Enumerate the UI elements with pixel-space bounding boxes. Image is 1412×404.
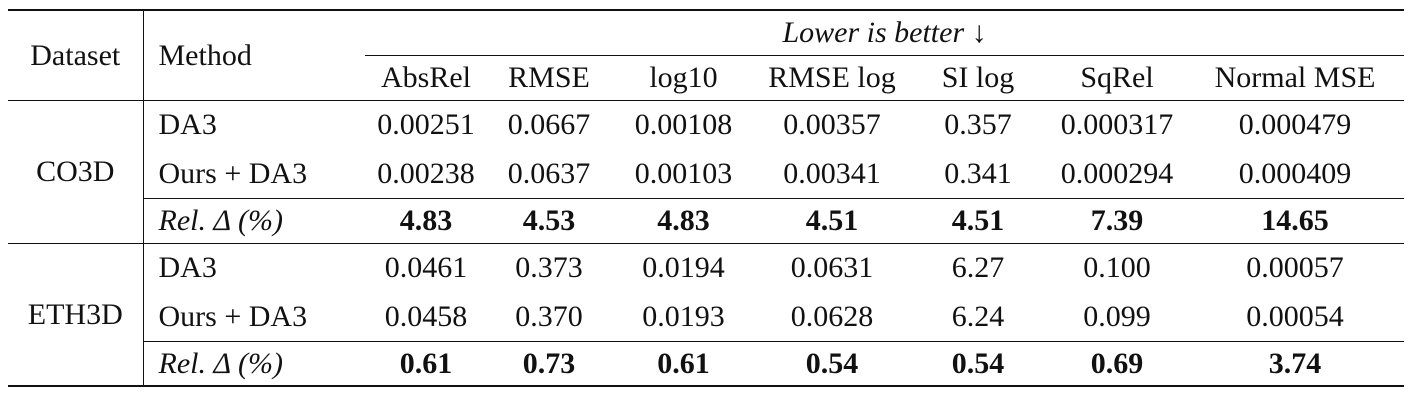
value-cell: 3.74 (1186, 340, 1405, 386)
delta-label-cell: Rel. Δ (%) (143, 197, 365, 244)
value-cell: 0.00341 (783, 156, 881, 190)
value-cell: 0.69 (1048, 340, 1186, 386)
row-co3d-ours-da3: Ours + DA3 0.00238 0.0637 0.00103 0.0034… (8, 149, 1404, 198)
value-cell: 0.000479 (1238, 108, 1352, 141)
row-eth3d-da3: ETH3D DA3 0.0461 0.373 0.0194 0.0631 6.2… (8, 243, 1404, 386)
header-metric-rmse: RMSE (487, 55, 611, 101)
value-cell: 0.000317 (1060, 108, 1174, 141)
value-cell: 0.00251 (377, 108, 475, 141)
value-cell: 0.00054 (1246, 299, 1344, 333)
header-lower-is-better: Lower is better ↓ (365, 10, 1405, 56)
value-cell: 0.00103 (634, 156, 733, 190)
header-method: Method (143, 10, 365, 101)
value-cell: 0.0628 (790, 299, 874, 333)
value-cell: 0.54 (756, 340, 908, 386)
value-cell: 4.53 (487, 197, 611, 244)
value-cell: 6.24 (951, 299, 1005, 333)
dataset-cell-eth3d: ETH3D (8, 243, 144, 386)
value-cell: 0.0631 (790, 251, 874, 284)
value-cell: 0.61 (611, 340, 756, 386)
value-cell: 0.357 (944, 108, 1012, 141)
value-cell: 0.73 (487, 340, 611, 386)
value-cell: 0.00238 (377, 156, 475, 190)
value-cell: 6.27 (951, 251, 1005, 284)
value-cell: 4.83 (611, 197, 756, 244)
header-metric-normal-mse: Normal MSE (1186, 55, 1405, 101)
value-cell: 0.341 (944, 156, 1012, 190)
value-cell: 0.61 (365, 340, 487, 386)
header-dataset: Dataset (8, 10, 144, 101)
row-co3d-da3: CO3D DA3 0.00251 0.0667 0.00108 0.00357 … (8, 100, 1404, 244)
method-cell: Ours + DA3 (158, 156, 308, 190)
value-cell: 0.0193 (642, 299, 725, 333)
paper-table-figure: Dataset Method Lower is better ↓ AbsRel … (8, 9, 1405, 387)
value-cell: 0.373 (515, 251, 583, 284)
value-cell: 0.0667 (507, 108, 591, 141)
value-cell: 0.00108 (634, 108, 733, 141)
row-eth3d-ours-da3: Ours + DA3 0.0458 0.370 0.0193 0.0628 6.… (8, 292, 1404, 341)
value-cell: 0.54 (908, 340, 1048, 386)
value-cell: 0.00057 (1246, 251, 1344, 284)
method-cell: Ours + DA3 (158, 299, 308, 333)
value-cell: 0.0194 (642, 251, 725, 284)
results-table: Dataset Method Lower is better ↓ AbsRel … (8, 9, 1405, 387)
header-row-group: Dataset Method Lower is better ↓ (8, 10, 1405, 101)
header-metric-absrel: AbsRel (365, 55, 487, 101)
value-cell: 4.83 (365, 197, 487, 244)
dataset-cell-co3d: CO3D (8, 100, 144, 244)
value-cell: 0.000409 (1238, 156, 1352, 190)
header-metric-sqrel: SqRel (1048, 55, 1186, 101)
row-eth3d-rel-delta: Rel. Δ (%) 0.61 0.73 0.61 0.54 0.54 0.69… (8, 340, 1405, 386)
value-cell: 4.51 (908, 197, 1048, 244)
value-cell: 0.100 (1083, 251, 1151, 284)
header-metric-log10: log10 (611, 55, 756, 101)
header-metric-si-log: SI log (908, 55, 1048, 101)
value-cell: 0.0458 (384, 299, 468, 333)
value-cell: 7.39 (1048, 197, 1186, 244)
method-cell: DA3 (158, 251, 217, 284)
method-cell: DA3 (158, 108, 217, 141)
value-cell: 4.51 (756, 197, 908, 244)
value-cell: 0.370 (515, 299, 583, 333)
value-cell: 0.00357 (783, 108, 881, 141)
header-metric-rmse-log: RMSE log (756, 55, 908, 101)
header-row-metrics: AbsRel RMSE log10 RMSE log SI log SqRel … (8, 55, 1405, 101)
value-cell: 0.099 (1083, 299, 1151, 333)
value-cell: 0.0637 (507, 156, 591, 190)
delta-label-cell: Rel. Δ (%) (143, 340, 365, 386)
row-co3d-rel-delta: Rel. Δ (%) 4.83 4.53 4.83 4.51 4.51 7.39… (8, 197, 1405, 244)
value-cell: 0.000294 (1060, 156, 1174, 190)
value-cell: 0.0461 (384, 251, 468, 284)
value-cell: 14.65 (1186, 197, 1405, 244)
